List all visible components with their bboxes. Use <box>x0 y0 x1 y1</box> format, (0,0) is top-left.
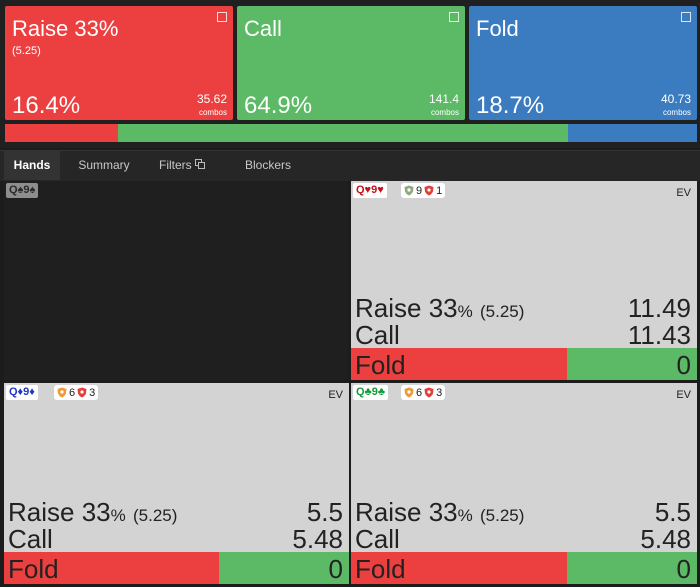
row-unit: % <box>457 506 473 525</box>
blocker-icon <box>424 387 434 398</box>
blocker-icon <box>57 387 67 398</box>
tab-bar: Hands Summary Filters Blockers <box>0 150 700 181</box>
action-frequency: 16.4% <box>12 92 81 119</box>
action-sizing: (5.25) <box>12 45 41 57</box>
blocker-count: 6 <box>416 386 423 399</box>
blocker-icon <box>77 387 87 398</box>
fold-bar-red <box>351 552 567 584</box>
action-card[interactable]: Fold 18.7% 40.73 combos <box>469 6 697 120</box>
row-ev: 5.48 <box>640 524 691 554</box>
combos-label: combos <box>198 108 227 117</box>
action-frequency: 64.9% <box>244 92 313 119</box>
hand-cell[interactable]: Q♣9♣ 6 3 EV Raise 33% (5.25) 5.5 Call 5.48 Fold 0 <box>351 383 697 584</box>
ev-row: Call 5.48 <box>355 525 691 553</box>
menu-icon <box>681 12 691 22</box>
combos-label: combos <box>662 108 691 117</box>
tab[interactable]: Summary <box>78 158 130 172</box>
row-ev: 0 <box>328 554 343 584</box>
row-ev: 11.43 <box>627 320 691 350</box>
fold-bar-green <box>218 552 349 584</box>
hand-cell[interactable]: Q♠9♠ <box>4 181 348 380</box>
fold-bar-red <box>4 552 219 584</box>
row-sizing: (5.25) <box>479 302 525 321</box>
hand-cell[interactable]: Q♦9♦ 6 3 EV Raise 33% (5.25) 5.5 Call 5.48 Fold 0 <box>4 383 349 584</box>
hand-cards: Q♥9♥ <box>353 183 387 198</box>
blocker-icon <box>404 387 414 398</box>
hand-cell[interactable]: Q♥9♥ 9 1 EV Raise 33% (5.25) 11.49 Call 11.43 Fo… <box>351 181 697 380</box>
blocker-icon <box>424 185 434 196</box>
frequency-segment <box>567 124 697 142</box>
row-unit: % <box>457 302 473 321</box>
action-combos: 40.73 <box>660 92 691 106</box>
row-sizing: (5.25) <box>132 506 178 525</box>
fold-bar-green <box>566 552 697 584</box>
hand-cards: Q♠9♠ <box>6 183 39 198</box>
row-action: Fold <box>355 350 406 380</box>
ev-label: EV <box>676 389 691 401</box>
frequency-bar <box>5 124 697 142</box>
blocker-icon <box>404 185 414 196</box>
row-action: Raise 33 <box>8 497 111 527</box>
action-frequency: 18.7% <box>476 92 545 119</box>
ev-row: Call 11.43 <box>355 321 691 349</box>
tab[interactable]: Hands <box>4 151 60 180</box>
menu-icon <box>217 12 227 22</box>
action-card[interactable]: Raise 33% (5.25) 16.4% 35.62 combos <box>5 6 233 120</box>
row-action: Call <box>355 524 400 554</box>
hand-cards: Q♣9♣ <box>353 385 389 400</box>
row-ev: 0 <box>676 350 691 380</box>
action-name: Raise 33% <box>12 16 119 41</box>
row-ev: 5.5 <box>654 497 691 527</box>
ev-label: EV <box>676 187 691 199</box>
action-name: Call <box>244 16 282 41</box>
blocker-count: 1 <box>436 184 443 197</box>
fold-bar-red <box>351 348 567 380</box>
ev-label: EV <box>328 389 343 401</box>
ev-row: Raise 33% (5.25) 11.49 <box>355 294 691 322</box>
row-ev: 5.5 <box>306 497 343 527</box>
blocker-count: 3 <box>89 386 96 399</box>
ev-row: Fold 0 <box>355 351 691 379</box>
row-action: Raise 33 <box>355 497 458 527</box>
combos-label: combos <box>430 108 459 117</box>
action-name: Fold <box>476 16 519 41</box>
row-action: Fold <box>8 554 59 584</box>
tab[interactable]: Filters <box>146 151 218 180</box>
filter-icon <box>195 159 205 169</box>
blocker-count: 3 <box>436 386 443 399</box>
ev-row: Call 5.48 <box>8 525 343 553</box>
hand-cards: Q♦9♦ <box>6 385 38 400</box>
ev-row: Fold 0 <box>8 555 343 583</box>
ev-row: Fold 0 <box>355 555 691 583</box>
action-panel: Raise 33% (5.25) 16.4% 35.62 combos Call 64.9%… <box>0 0 700 148</box>
row-ev: 11.49 <box>627 293 691 323</box>
action-card[interactable]: Call 64.9% 141.4 combos <box>237 6 465 120</box>
row-action: Call <box>8 524 53 554</box>
fold-bar-green <box>566 348 697 380</box>
row-ev: 0 <box>676 554 691 584</box>
action-combos: 35.62 <box>196 92 227 106</box>
frequency-segment <box>118 124 568 142</box>
tab[interactable]: Blockers <box>244 158 291 172</box>
row-sizing: (5.25) <box>479 506 525 525</box>
row-ev: 5.48 <box>292 524 343 554</box>
menu-icon <box>449 12 459 22</box>
row-unit: % <box>110 506 126 525</box>
blocker-count: 6 <box>69 386 76 399</box>
row-action: Raise 33 <box>355 293 458 323</box>
action-combos: 141.4 <box>428 92 459 106</box>
frequency-segment <box>5 124 119 142</box>
ev-row: Raise 33% (5.25) 5.5 <box>355 498 691 526</box>
row-action: Fold <box>355 554 406 584</box>
ev-row: Raise 33% (5.25) 5.5 <box>8 498 343 526</box>
row-action: Call <box>355 320 400 350</box>
blocker-count: 9 <box>416 184 423 197</box>
